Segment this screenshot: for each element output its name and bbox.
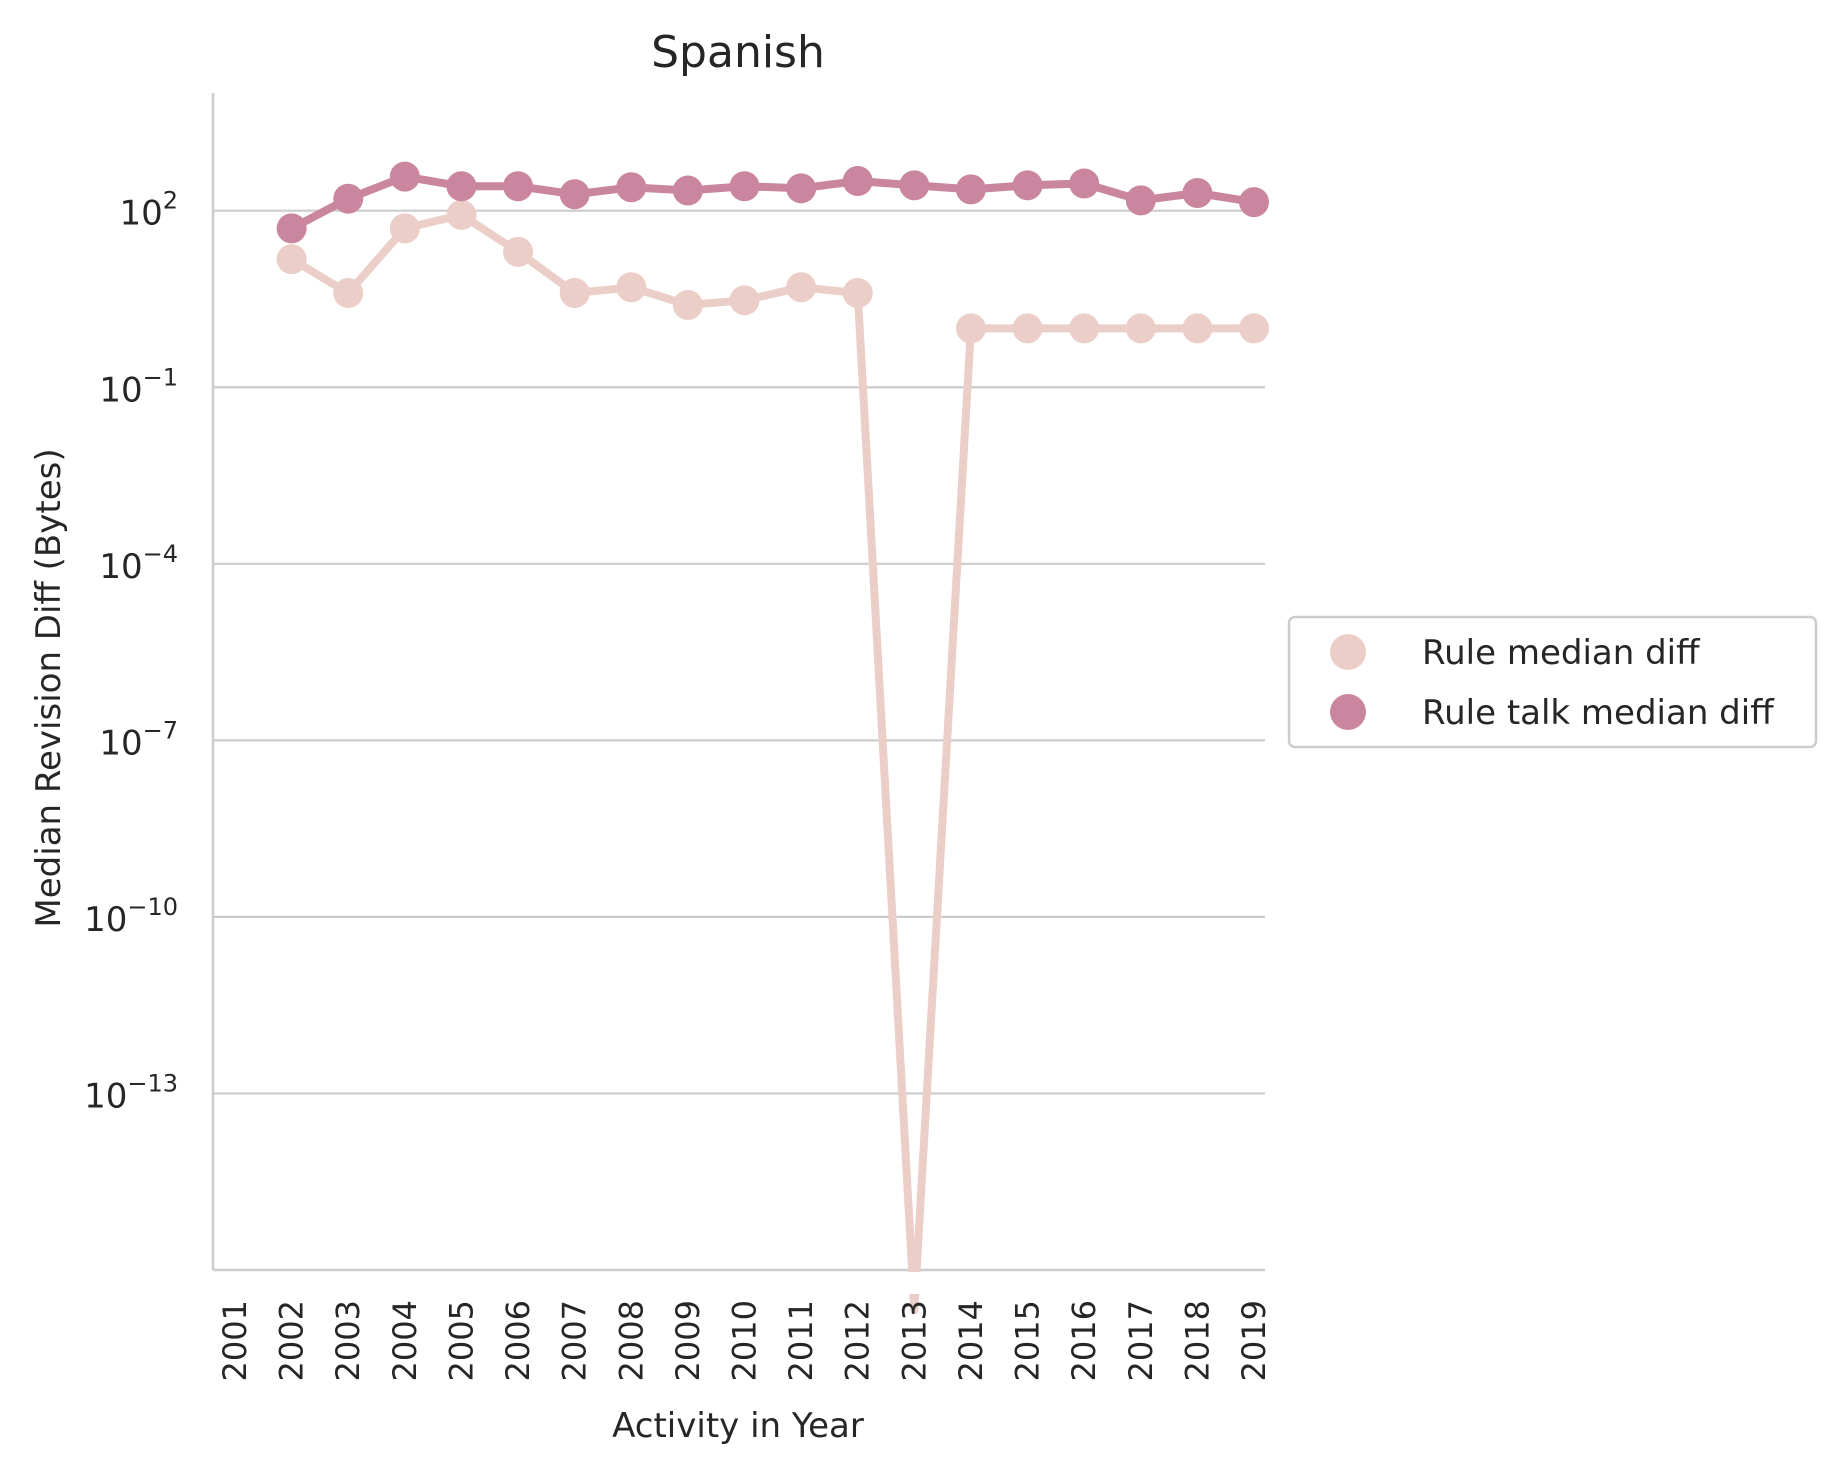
x-tick-label: 2008: [612, 1300, 650, 1381]
data-point: [1182, 313, 1213, 344]
series-line: [289, 210, 1254, 1314]
data-point: [1125, 313, 1156, 344]
x-tick-label: 2016: [1065, 1300, 1103, 1381]
data-point: [1069, 313, 1100, 344]
data-point: [446, 171, 477, 202]
x-tick-label: 2006: [499, 1300, 537, 1381]
data-point: [842, 165, 873, 196]
data-point: [333, 183, 364, 214]
data-point: [446, 199, 477, 230]
x-tick-label: 2004: [386, 1300, 424, 1381]
x-tick-label: 2019: [1235, 1300, 1273, 1381]
data-point: [616, 172, 647, 203]
data-point: [559, 179, 590, 210]
legend-marker: [1330, 694, 1366, 730]
data-point: [842, 277, 873, 308]
data-point: [559, 277, 590, 308]
data-point: [899, 170, 930, 201]
data-point: [1239, 313, 1269, 344]
data-point: [955, 313, 986, 344]
x-axis-label: Activity in Year: [612, 1406, 864, 1446]
legend-marker: [1330, 634, 1366, 670]
data-point: [503, 171, 534, 202]
legend-frame: [1287, 615, 1818, 749]
series-1: [276, 199, 1269, 1314]
x-tick-label: 2013: [895, 1300, 933, 1381]
x-tick-label: 2011: [782, 1300, 820, 1381]
x-tick-label: 2007: [556, 1300, 594, 1381]
x-tick-label: 2012: [839, 1300, 877, 1381]
data-point: [729, 171, 760, 202]
data-point: [333, 277, 364, 308]
x-tick-label: 2014: [952, 1300, 990, 1381]
x-tick-label: 2015: [1009, 1300, 1047, 1381]
y-tick-label: 102: [119, 187, 178, 234]
data-point: [1182, 177, 1213, 208]
y-tick-label: 10−7: [99, 716, 178, 763]
data-point: [503, 236, 534, 267]
series-2: [276, 161, 1269, 244]
axis-clip: [0, 1272, 1837, 1294]
data-point: [1012, 170, 1043, 201]
y-axis-label: Median Revision Diff (Bytes): [29, 448, 69, 927]
x-tick-label: 2001: [216, 1300, 254, 1381]
data-point: [276, 244, 307, 275]
data-point: [672, 289, 703, 320]
legend-label: Rule median diff: [1422, 633, 1701, 673]
data-point: [1125, 185, 1156, 216]
x-tick-label: 2010: [726, 1300, 764, 1381]
data-point: [1012, 313, 1043, 344]
x-tick-label: 2003: [329, 1300, 367, 1381]
data-point: [786, 173, 817, 204]
y-tick-label: 10−10: [84, 893, 178, 940]
x-tick-label: 2002: [273, 1300, 311, 1381]
x-tick-label: 2009: [669, 1300, 707, 1381]
data-point: [616, 272, 647, 303]
data-point: [955, 174, 986, 205]
data-point: [672, 175, 703, 206]
data-point: [729, 285, 760, 316]
y-tick-label: 10−4: [99, 540, 178, 587]
x-tick-label: 2017: [1122, 1300, 1160, 1381]
data-point: [389, 213, 420, 244]
legend-label: Rule talk median diff: [1422, 693, 1775, 733]
data-point: [276, 213, 307, 244]
data-point: [389, 161, 420, 192]
data-point: [1069, 168, 1100, 199]
y-tick-label: 10−13: [84, 1069, 178, 1116]
x-tick-label: 2005: [442, 1300, 480, 1381]
y-tick-label: 10−1: [99, 363, 178, 410]
legend: Rule median diff Rule talk median diff: [1287, 615, 1818, 749]
data-point: [1239, 187, 1269, 218]
data-point: [786, 272, 817, 303]
chart-title: Spanish: [651, 27, 825, 78]
x-tick-label: 2018: [1178, 1300, 1216, 1381]
